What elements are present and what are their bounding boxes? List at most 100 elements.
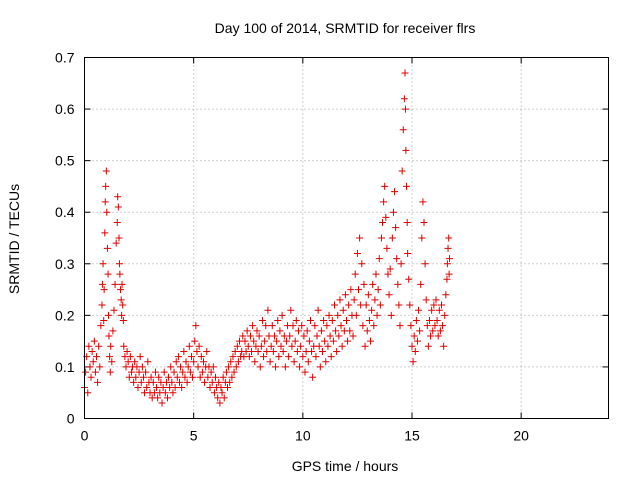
data-point bbox=[255, 332, 263, 340]
data-point bbox=[386, 265, 394, 273]
data-point bbox=[279, 347, 287, 355]
data-point bbox=[432, 296, 440, 304]
data-point bbox=[326, 332, 334, 340]
data-point bbox=[225, 363, 233, 371]
data-point bbox=[343, 317, 350, 325]
data-point bbox=[397, 260, 405, 268]
data-point bbox=[197, 353, 205, 361]
data-point bbox=[405, 275, 413, 283]
x-tick-label: 5 bbox=[190, 428, 198, 444]
data-point bbox=[93, 353, 101, 361]
data-point bbox=[90, 337, 98, 345]
data-point bbox=[227, 358, 235, 366]
data-point bbox=[383, 244, 391, 252]
data-point bbox=[163, 394, 171, 402]
data-point bbox=[142, 368, 150, 376]
data-point bbox=[385, 291, 393, 299]
data-point bbox=[101, 229, 109, 237]
data-point bbox=[216, 399, 224, 407]
data-point bbox=[138, 363, 146, 371]
data-point bbox=[320, 317, 328, 325]
data-point bbox=[82, 368, 90, 376]
data-point bbox=[287, 306, 295, 314]
data-point bbox=[189, 373, 197, 381]
data-point bbox=[321, 337, 329, 345]
data-point bbox=[300, 332, 308, 340]
data-point bbox=[341, 291, 349, 299]
data-point bbox=[136, 353, 144, 361]
data-point bbox=[217, 384, 225, 392]
data-point bbox=[231, 347, 239, 355]
data-point bbox=[274, 317, 282, 325]
data-point bbox=[251, 358, 259, 366]
data-point bbox=[89, 358, 97, 366]
data-point bbox=[404, 249, 412, 257]
data-point bbox=[315, 342, 323, 350]
data-point bbox=[396, 322, 404, 330]
data-point bbox=[96, 363, 104, 371]
data-point bbox=[384, 270, 392, 278]
data-point bbox=[351, 270, 359, 278]
data-point bbox=[196, 373, 204, 381]
data-point bbox=[439, 322, 447, 330]
data-point bbox=[143, 384, 151, 392]
data-point bbox=[399, 126, 407, 134]
data-point bbox=[344, 337, 352, 345]
data-point bbox=[155, 373, 163, 381]
data-point bbox=[94, 378, 102, 386]
data-point bbox=[411, 347, 419, 355]
data-point bbox=[170, 368, 178, 376]
data-point bbox=[355, 286, 363, 294]
data-point bbox=[115, 260, 123, 268]
data-point bbox=[370, 322, 378, 330]
data-point bbox=[207, 368, 215, 376]
data-point bbox=[290, 358, 298, 366]
data-point bbox=[171, 384, 179, 392]
data-point bbox=[364, 291, 372, 299]
data-point bbox=[88, 347, 96, 355]
data-point bbox=[219, 373, 227, 381]
data-point bbox=[106, 368, 114, 376]
data-point bbox=[101, 198, 109, 206]
data-point bbox=[327, 353, 335, 361]
data-point bbox=[169, 389, 177, 397]
data-point bbox=[288, 342, 296, 350]
data-point bbox=[118, 280, 126, 288]
data-point bbox=[430, 301, 438, 309]
data-point bbox=[337, 322, 345, 330]
data-point bbox=[403, 219, 411, 227]
data-point bbox=[100, 286, 108, 294]
data-point bbox=[179, 368, 187, 376]
data-point bbox=[400, 95, 408, 103]
data-point bbox=[159, 384, 167, 392]
data-point bbox=[314, 306, 322, 314]
data-point bbox=[428, 306, 436, 314]
data-point bbox=[375, 255, 383, 263]
data-point bbox=[418, 234, 426, 242]
data-point bbox=[191, 337, 199, 345]
data-point bbox=[317, 327, 325, 335]
data-point bbox=[119, 317, 127, 325]
data-point bbox=[85, 342, 93, 350]
data-point bbox=[443, 275, 451, 283]
data-point bbox=[228, 373, 236, 381]
data-point bbox=[401, 105, 409, 113]
data-point bbox=[309, 373, 317, 381]
data-point bbox=[105, 332, 113, 340]
data-point bbox=[377, 234, 385, 242]
data-point bbox=[441, 311, 449, 319]
data-point bbox=[402, 146, 410, 154]
data-point bbox=[87, 373, 95, 381]
data-point bbox=[413, 337, 421, 345]
data-point bbox=[232, 363, 240, 371]
data-point bbox=[296, 363, 304, 371]
data-point bbox=[278, 311, 286, 319]
data-point bbox=[429, 327, 437, 335]
data-point bbox=[149, 378, 157, 386]
data-point bbox=[201, 378, 209, 386]
data-point bbox=[427, 332, 435, 340]
data-point bbox=[173, 373, 181, 381]
data-point bbox=[387, 311, 395, 319]
data-point bbox=[361, 342, 369, 350]
data-point bbox=[102, 167, 110, 175]
